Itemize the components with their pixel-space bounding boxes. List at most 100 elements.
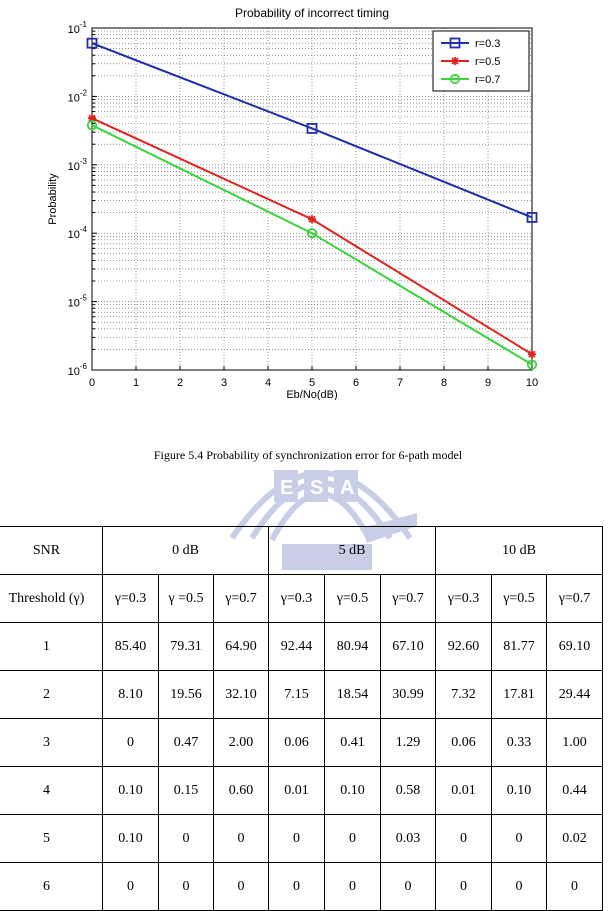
table-row: 1 85.40 79.31 64.90 92.44 80.94 67.10 92.60 81.7… (0, 622, 603, 671)
table-cell: 0 (324, 814, 381, 863)
table-cell: 8.10 (102, 670, 159, 719)
y-tick-exponent: -1 (80, 20, 88, 29)
table-cell: 7.32 (435, 670, 492, 719)
table-cell: 0.02 (546, 814, 603, 863)
y-tick-base: 10 (68, 298, 80, 310)
svg-text:E: E (280, 477, 293, 499)
legend: r=0.3 r=0.5 r=0.7 (432, 30, 530, 92)
table-cell: 0.58 (380, 766, 436, 815)
x-tick-label: 8 (441, 377, 447, 389)
x-tick-label: 2 (177, 377, 183, 389)
table-cell: 0 (435, 814, 492, 863)
snr-header: SNR (0, 526, 103, 575)
threshold-cell: γ=0.3 (102, 574, 159, 623)
x-tick-label: 3 (221, 377, 227, 389)
results-table: SNR 0 dB 5 dB 10 dB Threshold (γ) γ=0.3 … (0, 526, 603, 911)
table-cell: 0.15 (158, 766, 214, 815)
threshold-cell: γ=0.5 (324, 574, 381, 623)
row-label-cell: 3 (0, 718, 103, 767)
chart-title: Probability of incorrect timing (235, 6, 389, 20)
threshold-cell: γ=0.7 (213, 574, 269, 623)
table-cell: 0.60 (213, 766, 269, 815)
table-cell: 30.99 (380, 670, 436, 719)
snr-group-header: 0 dB (102, 526, 269, 575)
table-cell: 0.44 (546, 766, 603, 815)
series-r-0-7 (86, 120, 538, 370)
y-tick-label: 10-5 (68, 294, 88, 310)
table-cell: 0.41 (324, 718, 381, 767)
row-label-cell: 4 (0, 766, 103, 815)
table-cell: 0.06 (435, 718, 492, 767)
threshold-cell: γ =0.5 (158, 574, 214, 623)
row-label-cell: 2 (0, 670, 103, 719)
data-point (528, 350, 536, 359)
data-point (526, 359, 538, 370)
x-tick-label: 10 (526, 377, 538, 389)
data-point (449, 37, 461, 49)
table-cell: 0.01 (268, 766, 325, 815)
data-point (449, 73, 461, 85)
threshold-cell: γ=0.7 (546, 574, 603, 623)
table-cell: 69.10 (546, 622, 603, 671)
table-cell: 0.10 (491, 766, 547, 815)
legend-entry: r=0.3 (441, 37, 500, 50)
table-cell: 7.15 (268, 670, 325, 719)
x-tick-label: 9 (485, 377, 491, 389)
threshold-cell: γ=0.5 (491, 574, 547, 623)
y-tick-label: 10-1 (68, 20, 88, 36)
table-cell: 0 (491, 814, 547, 863)
table-cell: 1.29 (380, 718, 436, 767)
legend-label: r=0.5 (475, 56, 500, 68)
table-cell: 81.77 (491, 622, 547, 671)
data-point (308, 215, 316, 224)
table-threshold-row: Threshold (γ) γ=0.3 γ =0.5 γ=0.7 γ=0.3 γ… (0, 574, 603, 623)
x-tick-label: 0 (89, 377, 95, 389)
table-cell: 0.01 (435, 766, 492, 815)
table-cell: 85.40 (102, 622, 159, 671)
y-tick-exponent: -2 (80, 88, 88, 97)
table-cell: 29.44 (546, 670, 603, 719)
table-cell: 80.94 (324, 622, 381, 671)
y-tick-label: 10-4 (68, 225, 88, 241)
table-row: 5 0.10 0 0 0 0 0.03 0 0 0.02 (0, 814, 603, 863)
table-cell: 0.47 (158, 718, 214, 767)
y-tick-exponent: -4 (80, 225, 88, 234)
table-row: 4 0.10 0.15 0.60 0.01 0.10 0.58 0.01 0.10 0.44 (0, 766, 603, 815)
series-r-0-3 (86, 37, 538, 223)
x-tick-label: 5 (309, 377, 315, 389)
table-cell: 0 (102, 718, 159, 767)
table-cell: 79.31 (158, 622, 214, 671)
table-cell: 67.10 (380, 622, 436, 671)
x-tick-label: 4 (265, 377, 271, 389)
y-axis-label: Probability (47, 173, 59, 225)
data-point (526, 212, 538, 223)
threshold-cell: γ=0.3 (268, 574, 325, 623)
series-r-0-5 (88, 114, 536, 359)
legend-entry: r=0.5 (441, 56, 500, 68)
table-cell: 18.54 (324, 670, 381, 719)
legend-entry: r=0.7 (441, 73, 500, 86)
series-line (91, 124, 533, 366)
y-tick-base: 10 (68, 161, 80, 173)
y-tick-label: 10-6 (68, 362, 88, 378)
table-cell: 0.10 (324, 766, 381, 815)
table-cell: 92.60 (435, 622, 492, 671)
series-layer (86, 37, 538, 370)
y-tick-label: 10-2 (68, 88, 88, 104)
y-tick-label: 10-3 (68, 157, 88, 173)
table-header-row: SNR 0 dB 5 dB 10 dB (0, 526, 603, 575)
y-tick-base: 10 (68, 24, 80, 36)
data-point (306, 228, 318, 239)
snr-group-header: 5 dB (268, 526, 436, 575)
legend-label: r=0.7 (475, 74, 500, 86)
row-label-cell: 1 (0, 622, 103, 671)
table-cell: 0.33 (491, 718, 547, 767)
x-tick-label: 6 (353, 377, 359, 389)
svg-text:S: S (310, 477, 323, 499)
y-tick-base: 10 (68, 92, 80, 104)
threshold-cell: γ=0.7 (380, 574, 436, 623)
table-row: 2 8.10 19.56 32.10 7.15 18.54 30.99 7.32 17.81 29… (0, 670, 603, 719)
row-label-cell: 5 (0, 814, 103, 863)
legend-label: r=0.3 (475, 38, 500, 50)
